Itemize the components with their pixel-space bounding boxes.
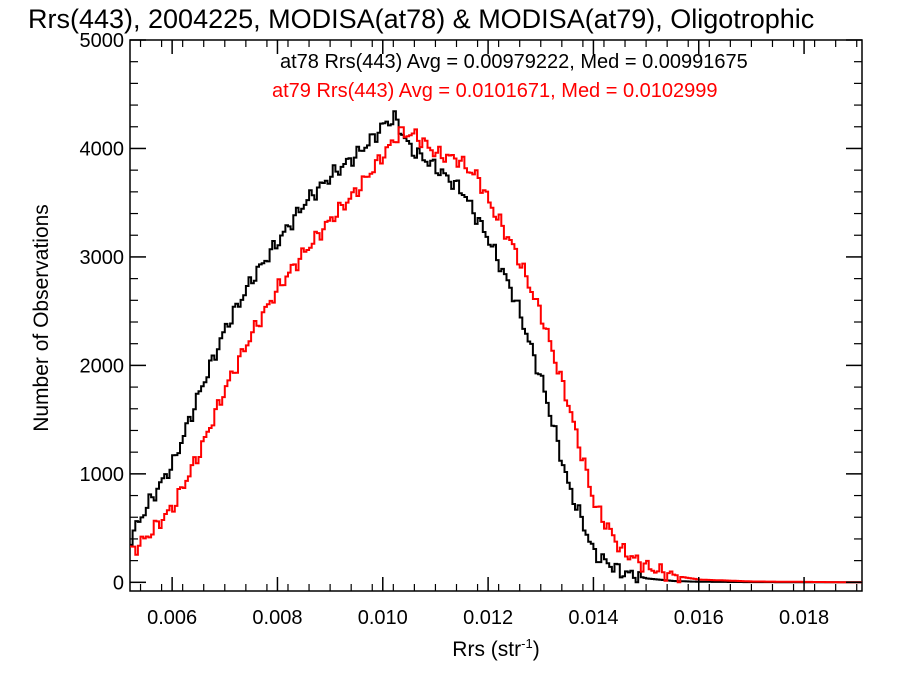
y-tick-label: 4000 bbox=[80, 138, 125, 160]
series-line-1 bbox=[130, 126, 862, 584]
plot-area: 0.006 0.008 0.010 0.012 0.014 0.016 0.018 0 1000… bbox=[80, 30, 863, 629]
plot-frame bbox=[129, 39, 863, 592]
y-tick-label: 3000 bbox=[80, 247, 125, 269]
x-tick-label: 0.014 bbox=[568, 607, 618, 629]
x-tick-label: 0.018 bbox=[779, 607, 829, 629]
y-axis-label: Number of Observations bbox=[30, 204, 53, 432]
y-tick-label: 2000 bbox=[80, 355, 125, 377]
legend-annotation-at79: at79 Rrs(443) Avg = 0.0101671, Med = 0.0… bbox=[272, 80, 718, 102]
x-tick-label: 0.012 bbox=[463, 607, 513, 629]
legend-annotation-at78: at78 Rrs(443) Avg = 0.00979222, Med = 0.… bbox=[280, 51, 748, 73]
x-axis-label-main: Rrs (str bbox=[452, 638, 521, 661]
x-tick-label: 0.008 bbox=[252, 607, 302, 629]
x-axis-label: Rrs (str-1) bbox=[452, 636, 539, 661]
x-axis-label-sup: -1 bbox=[521, 636, 533, 651]
y-tick-label: 5000 bbox=[80, 30, 125, 52]
chart-title: Rrs(443), 2004225, MODISA(at78) & MODISA… bbox=[28, 4, 814, 34]
series-line-0 bbox=[130, 110, 862, 584]
x-axis-label-tail: ) bbox=[533, 638, 540, 661]
x-tick-label: 0.010 bbox=[358, 607, 408, 629]
x-tick-label: 0.016 bbox=[674, 607, 724, 629]
x-tick-label: 0.006 bbox=[147, 607, 197, 629]
y-tick-label: 1000 bbox=[80, 464, 125, 486]
y-tick-label: 0 bbox=[113, 572, 124, 594]
